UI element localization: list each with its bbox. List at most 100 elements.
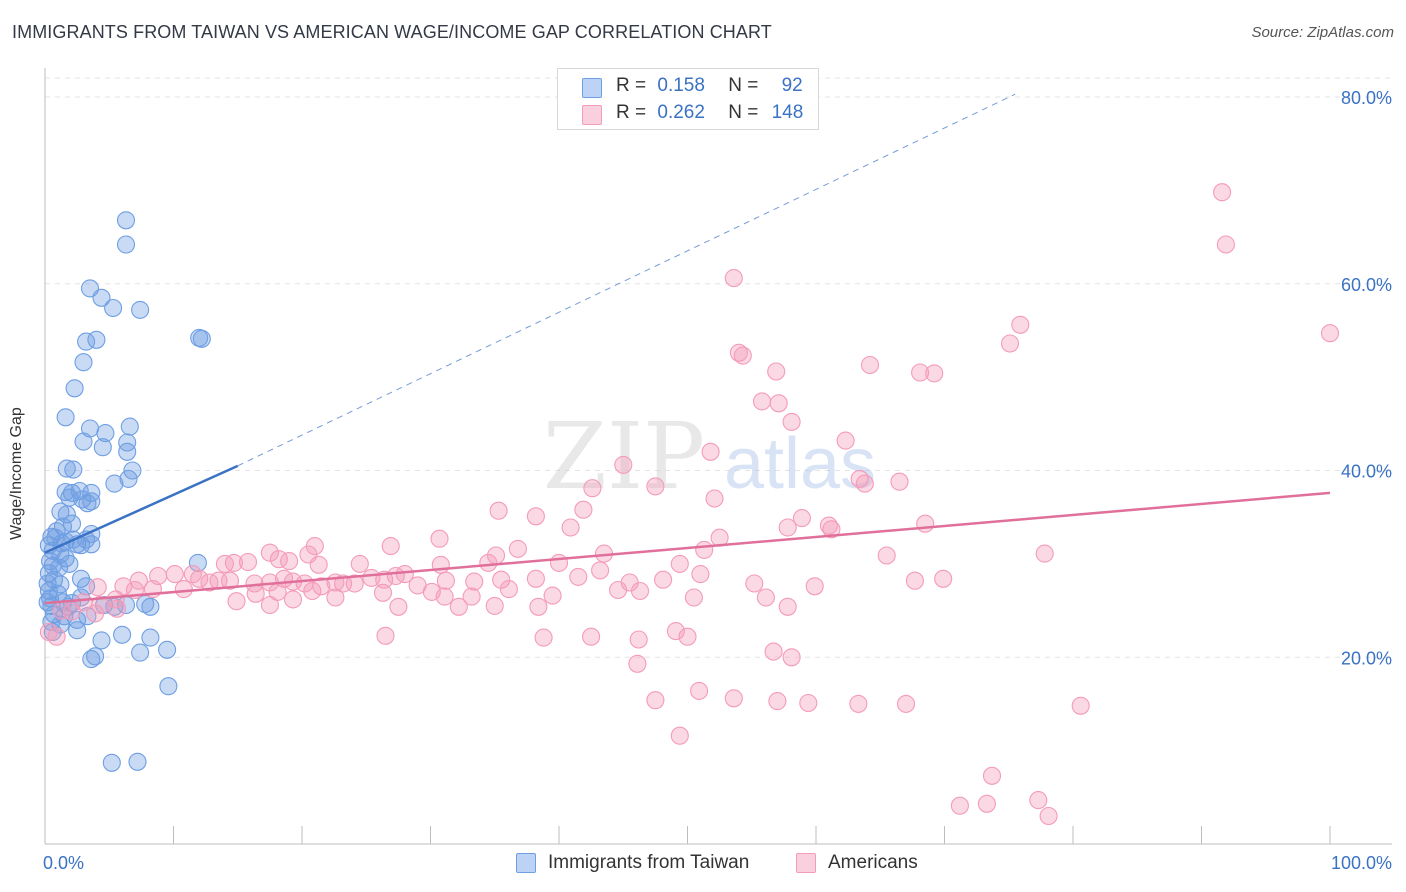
point-taiwan-18 [74,432,93,451]
trend-lines [44,93,1331,605]
point-americans-73 [345,574,364,593]
watermark-atlas: atlas [724,424,876,504]
point-americans-21 [646,477,665,496]
point-americans-101 [373,583,393,602]
point-americans-121 [485,596,504,615]
point-americans-117 [283,590,303,609]
point-americans-130 [629,630,648,649]
point-taiwan-4 [104,298,123,318]
y-tick-label-1: 40.0% [1341,462,1392,482]
point-americans-46 [215,554,234,573]
point-americans-42 [260,543,279,562]
point-taiwan-3 [92,288,111,307]
point-americans-80 [465,572,484,591]
point-taiwan-1 [116,235,136,254]
point-americans-128 [534,628,553,647]
point-taiwan-37 [47,522,66,541]
point-americans-145 [982,766,1002,785]
point-americans-90 [934,569,953,588]
point-americans-107 [630,581,650,601]
point-americans-88 [805,577,824,596]
point-americans-146 [950,796,969,815]
point-americans-5 [1000,334,1020,353]
point-americans-120 [449,597,468,616]
point-americans-54 [549,553,569,572]
point-americans-33 [430,529,449,548]
point-taiwan-9 [77,332,96,351]
point-americans-104 [499,580,518,599]
point-taiwan-82 [68,621,87,640]
point-americans-124 [778,597,797,616]
tick-labels: 20.0% 40.0% 60.0% 80.0% 0.0% 100.0% [43,88,1392,873]
point-americans-22 [583,479,602,498]
point-americans-23 [705,489,724,508]
point-americans-99 [303,581,322,601]
bottom-legend-swatch-taiwan [516,853,536,873]
point-taiwan-77 [68,610,87,629]
chart-title: IMMIGRANTS FROM TAIWAN VS AMERICAN WAGE/… [12,22,772,42]
point-americans-112 [62,602,82,621]
point-americans-37 [508,539,527,558]
point-americans-50 [309,555,328,574]
point-americans-140 [896,694,916,713]
point-taiwan-85 [92,631,111,650]
point-americans-59 [165,565,184,584]
trend-taiwan [44,464,239,554]
point-americans-83 [569,567,588,586]
legend-r-label: R = [616,75,647,96]
point-americans-144 [670,726,689,745]
point-taiwan-11 [65,379,84,398]
point-americans-147 [977,794,996,813]
bottom-legend-label-americans: Americans [828,852,918,873]
x-tick-label-1: 100.0% [1331,853,1392,873]
point-americans-17 [614,455,633,474]
point-taiwan-24 [105,474,124,493]
point-americans-70 [312,577,331,596]
point-americans-16 [701,442,720,461]
point-americans-79 [436,571,455,590]
point-taiwan-84 [141,628,160,647]
point-americans-89 [905,571,924,590]
point-americans-114 [107,599,127,618]
bottom-legend-label-taiwan: Immigrants from Taiwan [548,852,750,873]
point-americans-49 [280,552,299,571]
point-taiwan-89 [86,647,105,666]
point-taiwan-90 [159,677,178,696]
point-americans-97 [246,584,265,603]
point-americans-62 [200,573,219,592]
point-americans-15 [836,431,855,450]
point-americans-53 [479,553,498,572]
chart-source: Source: ZipAtlas.com [1251,24,1394,41]
point-americans-116 [260,595,279,615]
point-americans-123 [684,588,703,607]
point-americans-81 [492,570,511,589]
point-americans-20 [890,472,909,491]
point-americans-1 [1216,235,1235,254]
point-americans-61 [190,569,209,588]
point-taiwan-91 [102,753,121,772]
point-americans-126 [47,627,66,646]
point-americans-119 [435,587,454,606]
legend-swatch-americans [582,105,602,125]
point-taiwan-23 [119,469,138,488]
point-americans-9 [767,362,786,381]
point-taiwan-93 [188,553,207,572]
point-taiwan-16 [118,433,137,452]
point-americans-32 [561,518,580,537]
point-americans-7 [733,346,752,365]
bottom-legend: Immigrants from Taiwan Americans [0,852,1406,878]
y-tick-label-0: 20.0% [1341,648,1392,668]
point-americans-132 [678,627,697,646]
bottom-legend-swatch-americans [796,853,816,873]
point-taiwan-32 [78,494,97,513]
point-americans-4 [1011,315,1030,334]
point-americans-142 [690,681,709,700]
legend-n-value: 148 [771,102,804,123]
point-americans-149 [1039,806,1058,826]
trend-taiwan-extension [237,93,1016,467]
point-americans-25 [526,507,545,526]
point-taiwan-25 [62,483,82,502]
point-americans-103 [462,587,481,606]
point-americans-96 [174,580,193,599]
axes [44,68,1392,845]
